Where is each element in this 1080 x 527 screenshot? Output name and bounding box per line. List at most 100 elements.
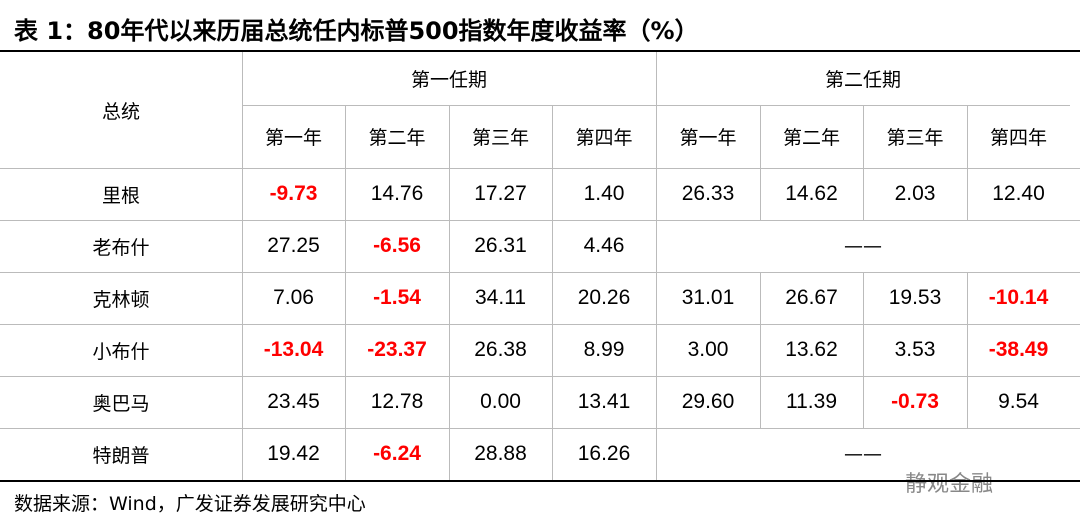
value-cell: 26.67: [785, 286, 838, 309]
rule: [449, 376, 450, 428]
rule: [449, 324, 450, 376]
row-name: 小布什: [92, 340, 150, 363]
value-cell: 28.88: [474, 442, 527, 465]
value-cell: 4.46: [583, 234, 625, 257]
value-cell: 7.06: [273, 286, 314, 309]
value-cell: -6.56: [373, 234, 421, 257]
value-cell: -0.73: [891, 390, 939, 413]
column-header: 第二年: [368, 127, 426, 149]
rule: [967, 324, 968, 376]
rule: [242, 220, 243, 272]
rule: [345, 324, 346, 376]
rule: [242, 52, 243, 168]
rule: [967, 376, 968, 428]
value-cell: -9.73: [269, 182, 318, 205]
rule: [345, 105, 346, 168]
rule: [760, 105, 761, 168]
rule: [656, 272, 657, 324]
header-corner: 总统: [101, 100, 140, 123]
value-cell: 11.39: [786, 390, 837, 413]
group-header: 第二任期: [824, 69, 901, 91]
value-cell: 26.38: [474, 338, 527, 361]
value-cell: 12.40: [992, 182, 1045, 205]
value-cell: -23.37: [367, 338, 427, 361]
value-cell: -38.49: [988, 338, 1049, 361]
rule: [552, 272, 553, 324]
value-cell: -6.24: [373, 442, 421, 465]
value-cell: 14.62: [785, 182, 838, 205]
rule: [345, 272, 346, 324]
value-cell: 19.42: [267, 442, 320, 465]
value-cell: 8.99: [583, 338, 625, 361]
rule: [345, 220, 346, 272]
rule: [449, 220, 450, 272]
value-cell: 26.33: [681, 182, 735, 205]
rule: [552, 428, 553, 480]
value-cell: 26.31: [474, 234, 527, 257]
value-cell: 23.45: [267, 390, 320, 413]
rule: [863, 272, 864, 324]
rule: [552, 324, 553, 376]
column-header: 第二年: [782, 127, 840, 149]
row-name: 克林顿: [92, 288, 150, 311]
group-header: 第一任期: [410, 69, 487, 91]
rule: [449, 272, 450, 324]
rule: [242, 376, 243, 428]
rule: [345, 428, 346, 480]
rule: [967, 168, 968, 220]
rule: [760, 376, 761, 428]
dash-cell: ——: [844, 235, 882, 257]
value-cell: 13.41: [577, 390, 631, 413]
rule: [242, 272, 243, 324]
rule: [656, 428, 657, 480]
value-cell: -1.54: [373, 286, 421, 309]
value-cell: 3.53: [894, 338, 936, 361]
value-cell: -10.14: [988, 286, 1049, 309]
rule: [0, 428, 1080, 429]
rule: [0, 480, 1080, 482]
rule: [552, 376, 553, 428]
rule: [0, 168, 1080, 169]
rule: [760, 324, 761, 376]
rule: [656, 220, 657, 272]
value-cell: 16.26: [577, 442, 631, 465]
value-cell: 31.01: [681, 286, 735, 309]
rule: [449, 105, 450, 168]
value-cell: 13.62: [785, 338, 838, 361]
value-cell: 29.60: [681, 390, 735, 413]
value-cell: 27.25: [267, 234, 320, 257]
rule: [0, 324, 1080, 325]
value-cell: 12.78: [370, 390, 424, 413]
value-cell: 14.76: [370, 182, 424, 205]
rule: [242, 168, 243, 220]
rule: [242, 324, 243, 376]
rule: [552, 168, 553, 220]
value-cell: 2.03: [894, 182, 936, 205]
value-cell: 19.53: [888, 286, 942, 309]
value-cell: 17.27: [474, 182, 527, 205]
title: 表 1：80年代以来历届总统任内标普500指数年度收益率（%）: [14, 16, 699, 45]
rule: [552, 105, 553, 168]
row-name: 特朗普: [92, 444, 150, 467]
rule: [656, 52, 657, 168]
rule: [242, 428, 243, 480]
value-cell: 34.11: [475, 286, 526, 309]
row-name: 里根: [101, 184, 140, 207]
rule: [0, 376, 1080, 377]
rule: [0, 220, 1080, 221]
watermark: 静观金融: [905, 472, 994, 497]
rule: [656, 376, 657, 428]
value-cell: 3.00: [687, 338, 729, 361]
rule: [0, 272, 1080, 273]
column-header: 第一年: [679, 127, 737, 149]
rule: [967, 105, 968, 168]
value-cell: 9.54: [998, 390, 1039, 413]
value-cell: 0.00: [480, 390, 521, 413]
row-name: 奥巴马: [92, 392, 150, 415]
dash-cell: ——: [844, 443, 882, 465]
rule: [449, 168, 450, 220]
column-header: 第三年: [886, 127, 944, 149]
rule: [656, 324, 657, 376]
rule: [656, 168, 657, 220]
